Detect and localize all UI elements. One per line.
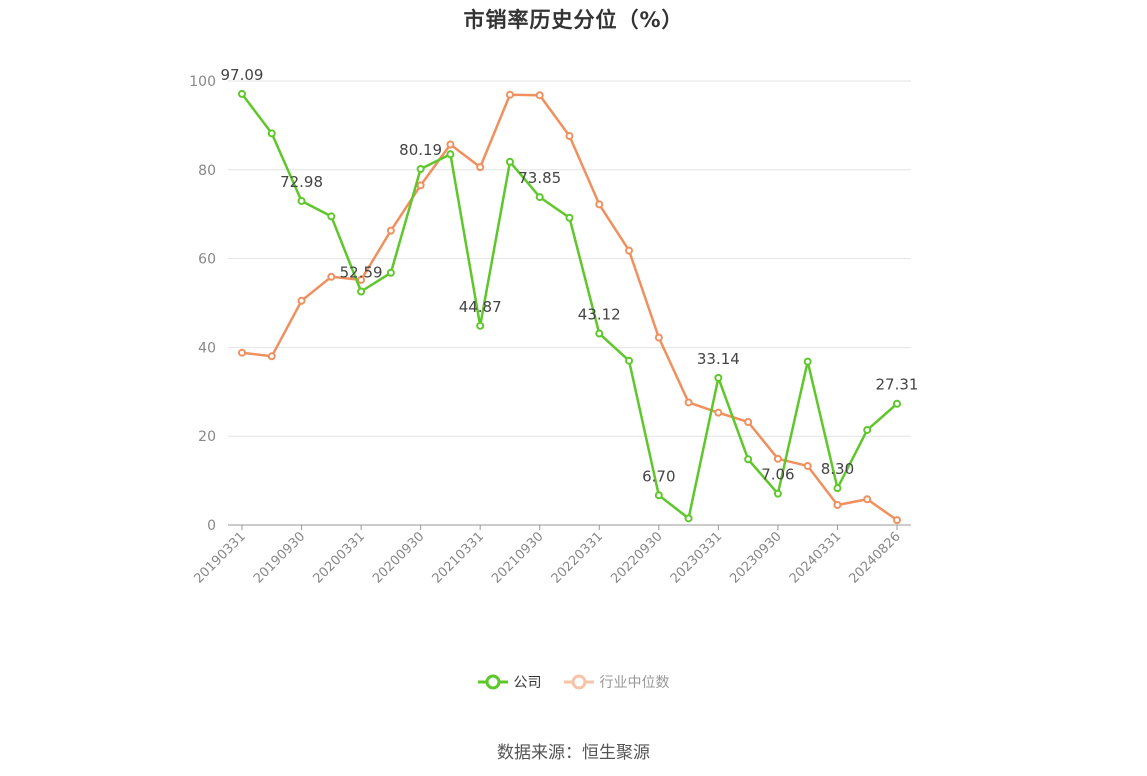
y-tick-label: 60 <box>198 252 216 268</box>
x-tick-label: 20190331 <box>191 529 248 586</box>
data-point-company <box>416 164 425 173</box>
data-point-industry-median <box>238 348 246 357</box>
data-label: 73.85 <box>518 169 561 187</box>
legend-item-industry-median[interactable]: 行业中位数 <box>563 672 670 692</box>
axes: 0 20 40 60 80 100 20190331 20190930 20200331 2020… <box>189 74 911 587</box>
data-label: 43.12 <box>578 306 621 324</box>
series-lines <box>238 89 901 525</box>
legend: 公司 行业中位数 <box>0 672 1147 692</box>
data-point-company <box>893 399 901 408</box>
data-label: 52.59 <box>340 264 383 282</box>
data-point-company <box>535 193 544 202</box>
data-point-industry-median <box>833 501 842 510</box>
y-tick-label: 40 <box>198 340 216 356</box>
source-note: 数据来源：恒生聚源 <box>497 743 650 763</box>
data-label: 7.06 <box>761 466 794 484</box>
data-point-industry-median <box>595 200 604 209</box>
data-labels: 97.09 72.98 52.59 80.19 44.87 73.85 43.12 6.70 3… <box>221 66 919 485</box>
x-tick-label: 20210930 <box>489 529 546 586</box>
series-line-company <box>241 93 898 520</box>
data-point-industry-median <box>476 163 485 172</box>
y-tick-label: 20 <box>198 429 216 445</box>
data-point-industry-median <box>863 495 872 504</box>
data-point-company <box>327 212 336 221</box>
data-label: 8.30 <box>821 460 854 478</box>
y-tick-label: 80 <box>198 163 216 179</box>
grid-lines <box>228 80 911 437</box>
x-tick-label: 20240826 <box>846 529 903 586</box>
data-point-industry-median <box>297 296 306 305</box>
data-label: 33.14 <box>697 350 740 368</box>
series-line-industry-median <box>241 93 898 522</box>
data-point-industry-median <box>684 398 693 407</box>
x-tick-label: 20220331 <box>549 529 606 586</box>
chart-title: 市销率历史分位（%） <box>463 8 684 32</box>
data-point-company <box>297 196 306 205</box>
data-point-company <box>714 373 723 382</box>
x-tick-label: 20210331 <box>430 529 487 586</box>
x-tick-label: 20230930 <box>727 529 784 586</box>
data-point-company <box>654 491 663 500</box>
data-label: 80.19 <box>399 141 442 159</box>
data-label: 27.31 <box>876 376 919 394</box>
legend-company-icon <box>477 674 508 690</box>
data-point-industry-median <box>416 181 425 190</box>
data-point-industry-median <box>773 454 782 463</box>
data-label: 97.09 <box>221 66 264 84</box>
legend-company-label: 公司 <box>513 675 542 691</box>
data-point-company <box>267 129 276 138</box>
x-tick-label: 20220930 <box>608 529 665 586</box>
data-point-industry-median <box>267 352 276 361</box>
data-point-industry-median <box>446 140 455 149</box>
data-point-company <box>357 287 366 296</box>
y-tick-label: 100 <box>189 74 216 90</box>
data-label: 44.87 <box>459 298 502 316</box>
data-point-industry-median <box>654 333 663 342</box>
data-label: 6.70 <box>642 467 675 485</box>
data-point-company <box>833 484 842 493</box>
legend-industry-label: 行业中位数 <box>599 675 670 691</box>
data-point-industry-median <box>893 516 901 525</box>
data-point-company <box>565 213 574 222</box>
data-point-company <box>446 150 455 159</box>
legend-item-company[interactable]: 公司 <box>477 672 542 692</box>
data-point-industry-median <box>625 246 634 255</box>
data-label: 72.98 <box>280 173 323 191</box>
data-point-industry-median <box>744 417 753 426</box>
y-tick-label: 0 <box>207 518 216 534</box>
data-point-company <box>595 329 604 338</box>
data-point-industry-median <box>714 408 723 417</box>
data-point-company <box>476 321 485 330</box>
data-point-company <box>625 356 634 365</box>
data-point-industry-median <box>565 132 574 141</box>
data-point-company <box>684 514 693 523</box>
data-point-company <box>744 455 753 464</box>
data-point-industry-median <box>386 226 395 235</box>
data-point-company <box>773 489 782 498</box>
data-point-industry-median <box>803 461 812 470</box>
x-tick-label: 20240331 <box>787 529 844 586</box>
data-point-company <box>238 89 246 98</box>
x-tick-label: 20200331 <box>311 529 368 586</box>
data-point-company <box>863 425 872 434</box>
data-point-company <box>803 357 812 366</box>
data-point-industry-median <box>327 272 336 281</box>
x-tick-label: 20230331 <box>668 529 725 586</box>
data-point-company <box>386 268 395 277</box>
data-point-company <box>505 157 514 166</box>
data-point-industry-median <box>535 91 544 100</box>
x-tick-label: 20190930 <box>251 529 308 586</box>
data-point-industry-median <box>357 275 366 284</box>
legend-industry-icon <box>563 674 594 690</box>
data-point-industry-median <box>505 90 514 99</box>
x-tick-label: 20200930 <box>370 529 427 586</box>
